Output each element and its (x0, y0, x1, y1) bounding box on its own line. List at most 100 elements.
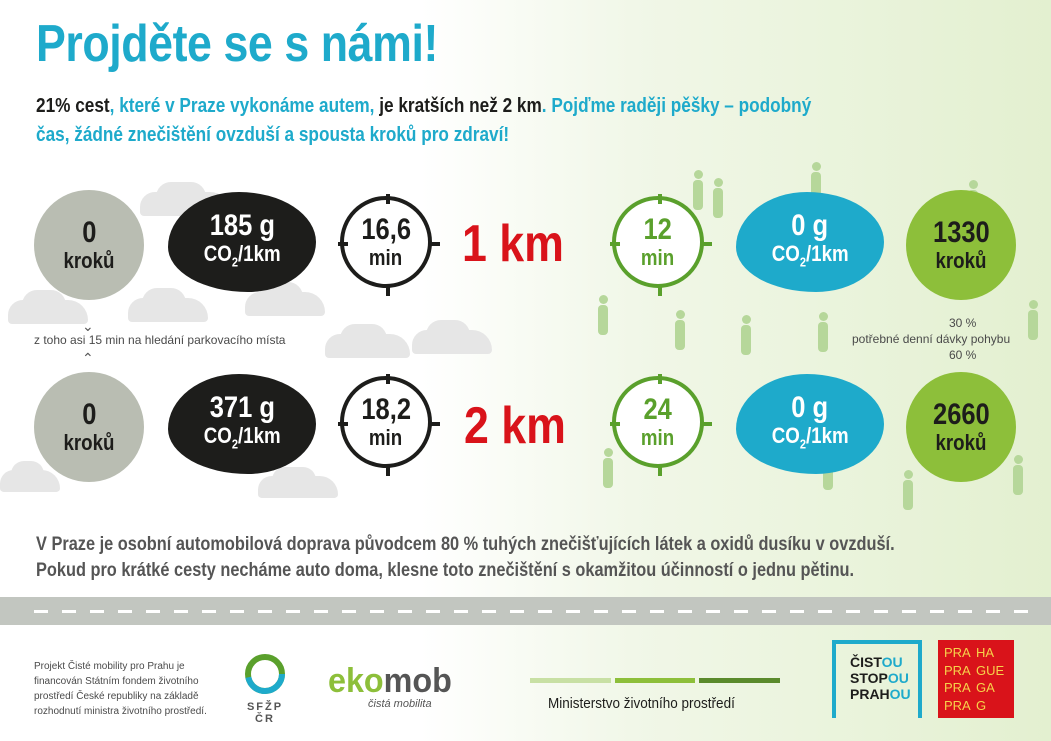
funding-line: financován Státním fondem životního (34, 676, 199, 687)
ministry-logo: Ministerstvo životního prostředí (530, 678, 781, 712)
clock-tick (338, 422, 348, 426)
clock-tick (386, 466, 390, 476)
cisto-line: ČISTOU (850, 654, 914, 670)
road-dash (230, 610, 244, 613)
time-value: 12 (643, 213, 673, 246)
pedestrian-silhouette (1010, 455, 1026, 495)
steps-value: 1330 (932, 216, 990, 249)
clock-tick (658, 466, 662, 476)
chevron-down-icon: ⌄ (82, 318, 94, 334)
praha-cell: PRA (944, 662, 971, 678)
intro-text: 21% cest, které v Praze vykonáme autem, … (36, 92, 982, 150)
steps-label: kroků (63, 430, 115, 455)
road-dash (398, 610, 412, 613)
clock-tick (386, 194, 390, 204)
car-silhouette (258, 467, 338, 498)
emission-value: 0 g (791, 390, 829, 424)
praha-cell: G (976, 697, 987, 713)
road-dash (34, 610, 48, 613)
ekomob-wordmark: ekomob (328, 664, 452, 698)
praha-cell: HA (976, 645, 995, 660)
emission-unit-tail: /1km (237, 240, 281, 266)
time-unit: min (369, 245, 403, 270)
walk-time-clock: 24 min (610, 374, 712, 476)
car-silhouette (412, 320, 492, 354)
emission-unit-sub: 2 (799, 436, 806, 452)
intro-part: čas, žádné znečištění ovzduší a spousta … (36, 124, 510, 146)
clock-tick (338, 242, 348, 246)
summary-text: V Praze je osobní automobilová doprava p… (36, 532, 1051, 584)
steps-label: kroků (935, 430, 987, 455)
road-dash (1014, 610, 1028, 613)
clock-tick (430, 242, 440, 246)
road-dash (146, 610, 160, 613)
pedestrian-silhouette (710, 178, 726, 218)
cisto-line: PRAHOU (850, 686, 914, 702)
road-dash (538, 610, 552, 613)
intro-part: , které v Praze vykonáme autem, (109, 95, 380, 117)
praha-cell: PRA (944, 645, 971, 660)
cisto-part: ČIST (850, 654, 882, 670)
clock-tick (386, 374, 390, 384)
summary-line: V Praze je osobní automobilová doprava p… (36, 534, 895, 555)
road-dash (622, 610, 636, 613)
road-dash (62, 610, 76, 613)
emission-value: 0 g (791, 208, 829, 242)
ekomob-logo: ekomob čistá mobilita (328, 664, 458, 710)
clock-tick (702, 242, 712, 246)
summary-line: Pokud pro krátké cesty necháme auto doma… (36, 560, 855, 581)
time-value: 24 (643, 393, 673, 426)
pedestrian-silhouette (690, 170, 706, 210)
sfzp-logo: SFŽP ČR (240, 652, 290, 725)
clock-tick (610, 242, 620, 246)
road-dash (762, 610, 776, 613)
car-time-clock: 18,2 min (338, 374, 440, 476)
road-dash (874, 610, 888, 613)
intro-part: 21% cest (36, 95, 110, 117)
daily-note-middle: potřebné denní dávky pohybu (852, 332, 1011, 346)
road-dash (510, 610, 524, 613)
clock-tick (658, 374, 662, 384)
road-dash (734, 610, 748, 613)
emission-value: 185 g (209, 208, 275, 242)
pedestrian-silhouette (600, 448, 616, 488)
road-dash (454, 610, 468, 613)
praha-cell: GA (976, 680, 995, 695)
car-silhouette (245, 282, 325, 316)
car-emission-cloud: 185 g CO2/1km (168, 192, 316, 292)
car-emission-cloud: 371 g CO2/1km (168, 374, 316, 474)
praha-logo: PRA HA PRA GUE PRA GA PRA G (938, 640, 1014, 718)
clock-tick (610, 422, 620, 426)
page-title: Projděte se s námi! (36, 15, 438, 73)
road-dash (370, 610, 384, 613)
clock-tick (658, 194, 662, 204)
road-dash (930, 610, 944, 613)
cisto-part: OU (887, 670, 909, 686)
clock-tick (658, 286, 662, 296)
funding-line: rozhodnutí ministra životního prostředí. (34, 706, 207, 717)
road-dash (650, 610, 664, 613)
sfzp-ring-icon (245, 654, 285, 694)
walk-steps-circle: 1330 kroků (906, 190, 1016, 300)
road-dash (426, 610, 440, 613)
walk-emission-cloud: 0 g CO2/1km (736, 192, 884, 292)
emission-unit-co: CO (203, 240, 232, 266)
road-dash (258, 610, 272, 613)
time-value: 18,2 (361, 393, 411, 426)
car-steps-circle: 0 kroků (34, 372, 144, 482)
emission-unit: CO2/1km (772, 241, 849, 274)
car-time-clock: 16,6 min (338, 194, 440, 296)
road-dash (566, 610, 580, 613)
distance-label: 1 km (462, 215, 564, 273)
ekomob-eko: eko (328, 662, 384, 700)
road-dash (90, 610, 104, 613)
road-dash (594, 610, 608, 613)
steps-label: kroků (63, 248, 115, 273)
ekomob-tagline: čistá mobilita (368, 698, 432, 710)
parking-note: z toho asi 15 min na hledání parkovacího… (34, 333, 286, 347)
steps-value: 0 (81, 216, 97, 249)
cisto-part: OU (881, 654, 903, 670)
road-dash (846, 610, 860, 613)
chevron-up-icon: ⌃ (82, 350, 94, 366)
road-strip (0, 597, 1051, 625)
